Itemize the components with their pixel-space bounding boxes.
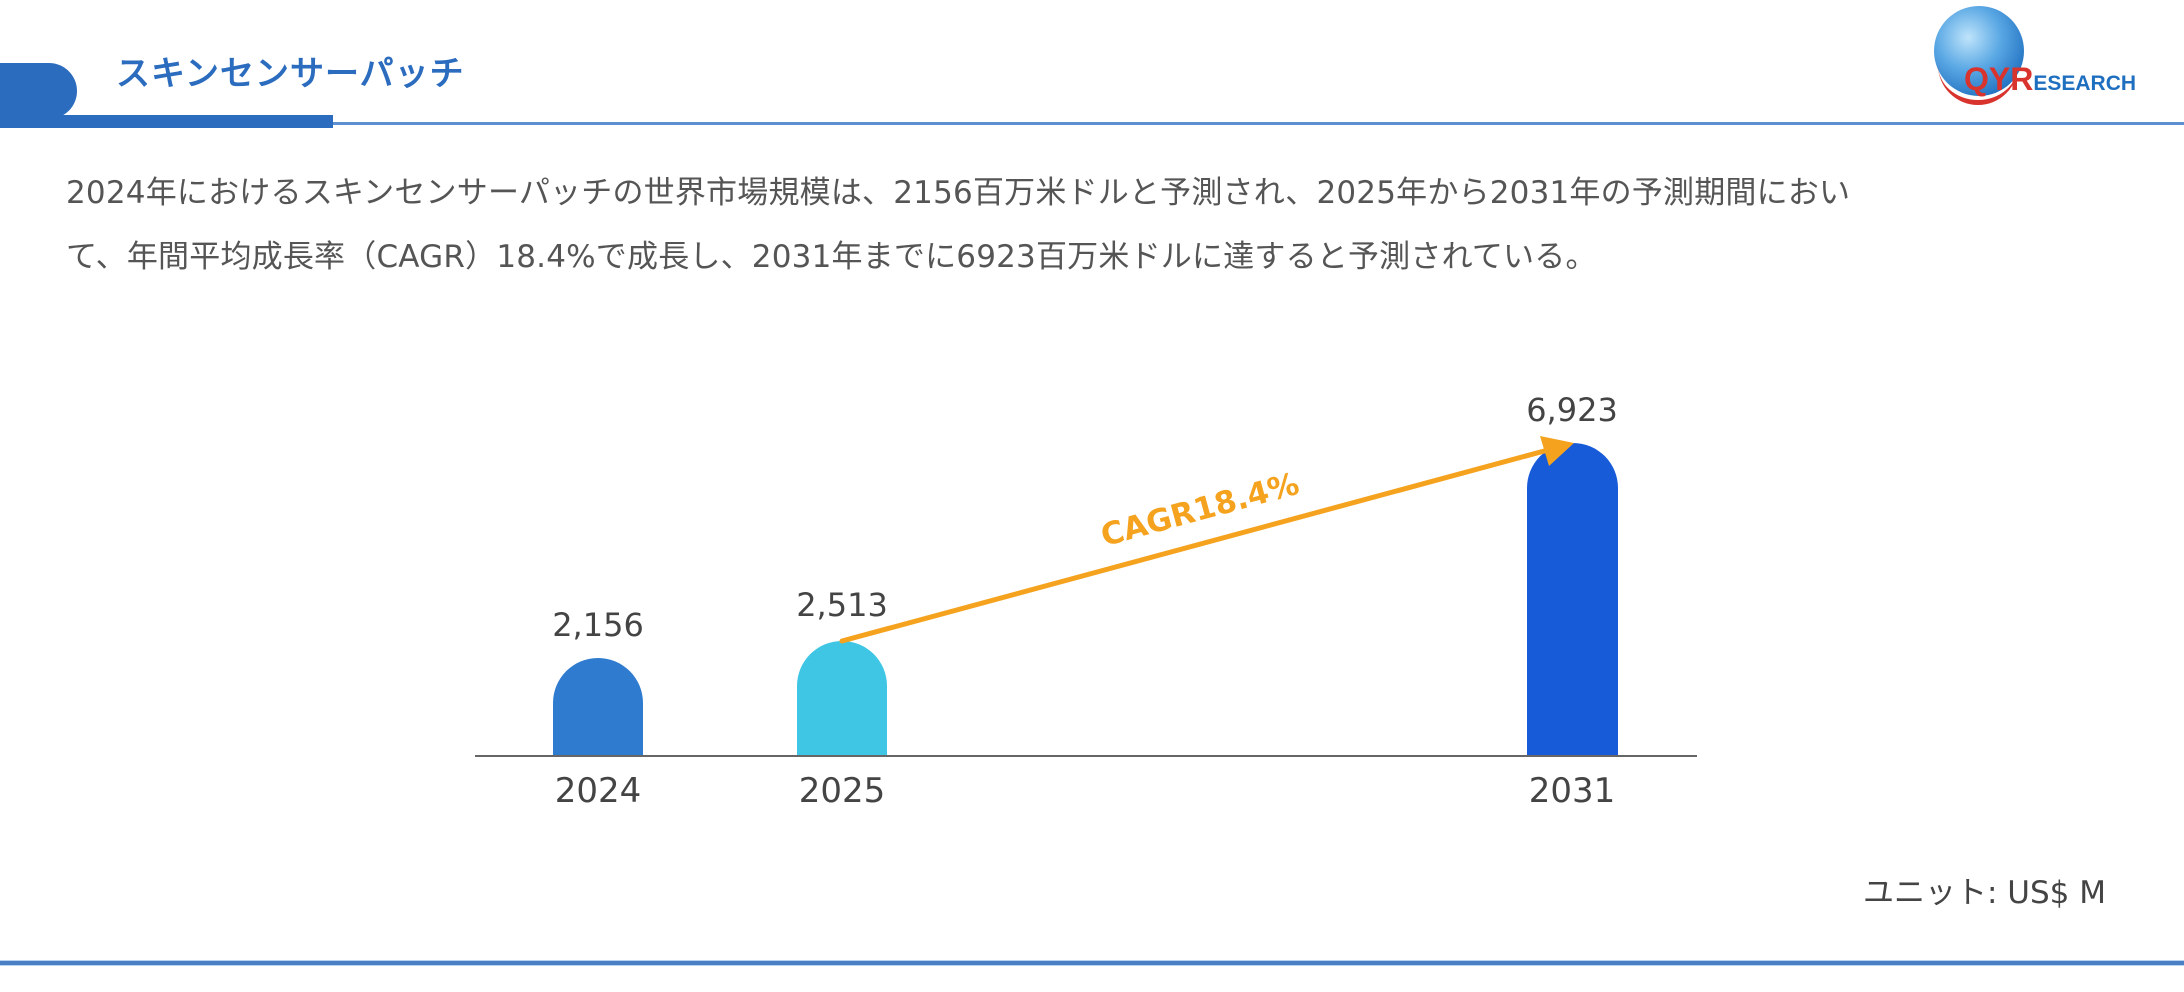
description-line-2: て、年間平均成長率（CAGR）18.4%で成長し、2031年までに6923百万米… <box>66 239 1597 275</box>
description-line-1: 2024年におけるスキンセンサーパッチの世界市場規模は、2156百万米ドルと予測… <box>66 175 1851 211</box>
unit-label: ユニット: US$ M <box>1863 875 2106 911</box>
x-tick-2031: 2031 <box>1528 771 1616 811</box>
qyresearch-logo: QYRESEARCH <box>1932 6 2136 106</box>
x-tick-2025: 2025 <box>798 771 886 811</box>
bar-2031 <box>1527 443 1618 756</box>
header-tab-decoration <box>0 63 77 119</box>
footer-divider <box>0 961 2184 965</box>
logo-text-qyr: QYR <box>1964 61 2034 97</box>
page-title: スキンセンサーパッチ <box>116 54 465 94</box>
value-label-2024: 2,156 <box>552 606 644 644</box>
value-label-2031: 6,923 <box>1526 391 1618 429</box>
x-axis-line <box>475 755 1697 757</box>
x-tick-2024: 2024 <box>554 771 642 811</box>
market-description: 2024年におけるスキンセンサーパッチの世界市場規模は、2156百万米ドルと予測… <box>66 161 2126 289</box>
logo-swoosh <box>1938 58 2018 105</box>
value-label-2025: 2,513 <box>796 586 888 624</box>
header-divider <box>333 122 2184 125</box>
header-underline-thick <box>0 115 333 128</box>
bar-2025 <box>797 641 887 756</box>
bar-2024 <box>553 658 643 756</box>
logo-text-esearch: ESEARCH <box>2033 72 2137 95</box>
logo-text: QYRESEARCH <box>1964 62 2136 102</box>
